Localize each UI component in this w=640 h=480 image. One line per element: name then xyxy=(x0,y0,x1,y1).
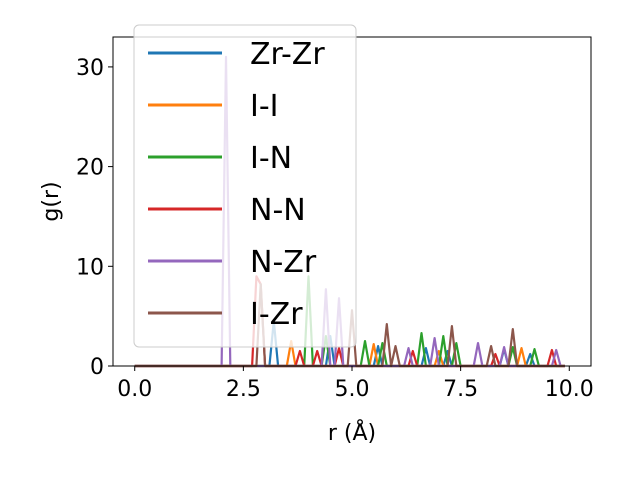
x-axis-label: r (Å) xyxy=(328,419,376,446)
x-tick-label: 0.0 xyxy=(117,377,152,402)
axes-layer: 0.0 2.5 5.0 7.5 10.0 0 10 20 30 xyxy=(76,36,594,402)
y-tick-label: 10 xyxy=(76,255,104,280)
legend-label-3: N-N xyxy=(250,193,306,228)
legend-box xyxy=(133,24,357,348)
legend: Zr-Zr I-I I-N N-N N-Zr I-Zr xyxy=(133,24,357,348)
x-tick-label: 5.0 xyxy=(335,377,370,402)
x-tick-label: 2.5 xyxy=(226,377,261,402)
y-tick-label: 0 xyxy=(90,355,104,380)
y-tick-label: 20 xyxy=(76,156,104,181)
legend-label-0: Zr-Zr xyxy=(250,37,325,72)
legend-label-2: I-N xyxy=(250,141,292,176)
legend-label-5: I-Zr xyxy=(250,297,303,332)
legend-label-4: N-Zr xyxy=(250,245,317,280)
x-tick-label: 10.0 xyxy=(545,377,594,402)
y-axis-label: g(r) xyxy=(39,181,64,221)
x-tick-label: 7.5 xyxy=(443,377,478,402)
legend-label-1: I-I xyxy=(250,89,279,124)
y-tick-label: 30 xyxy=(76,56,104,81)
